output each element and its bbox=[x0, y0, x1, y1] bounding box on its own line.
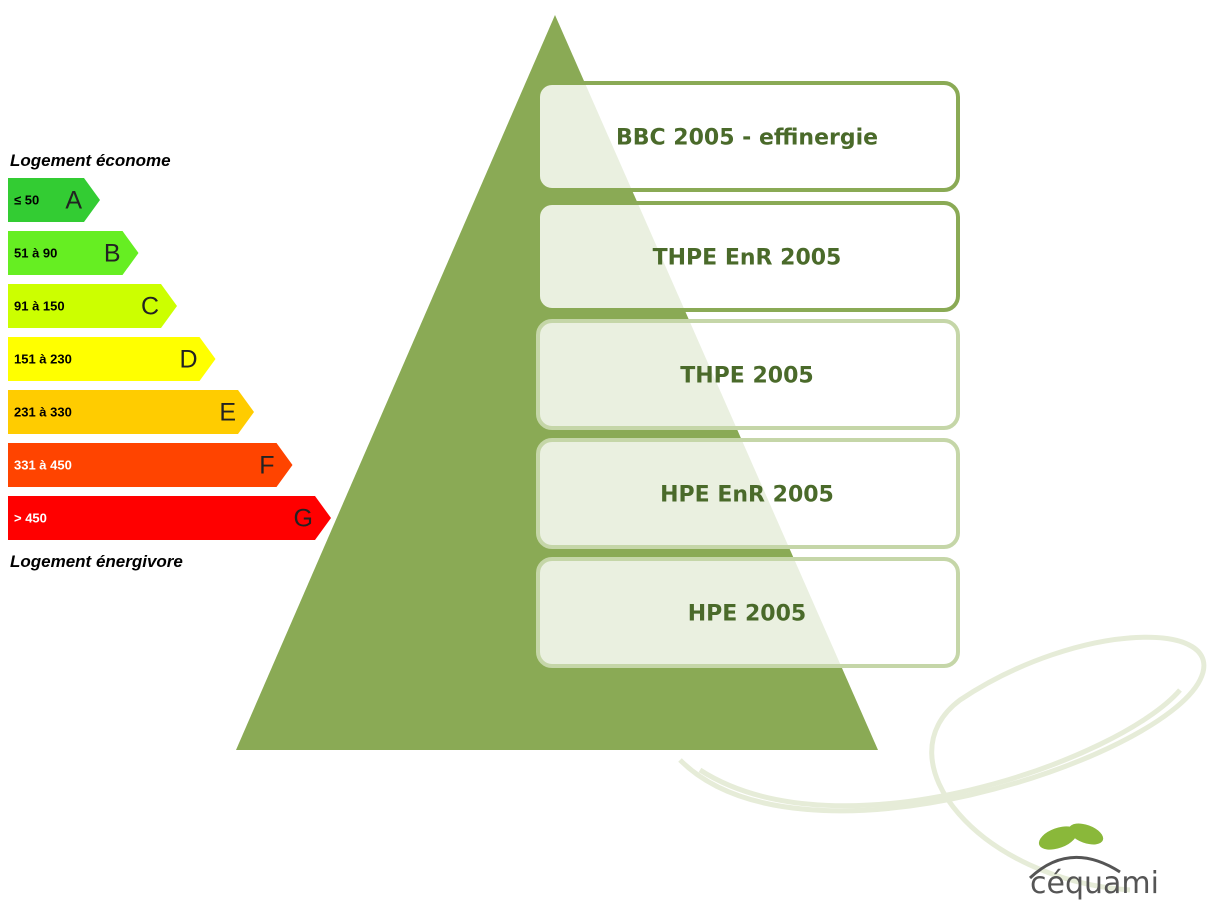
class-range: ≤ 50 bbox=[14, 192, 39, 207]
class-letter: G bbox=[294, 505, 313, 533]
level-label: THPE 2005 bbox=[680, 364, 813, 389]
level-label: BBC 2005 - effinergie bbox=[616, 126, 878, 151]
class-letter: C bbox=[141, 293, 159, 321]
class-letter: D bbox=[179, 346, 197, 374]
level-label: HPE EnR 2005 bbox=[660, 483, 834, 508]
bottom-label: Logement énergivore bbox=[10, 552, 183, 571]
class-range: 231 à 330 bbox=[14, 404, 72, 419]
class-letter: A bbox=[65, 187, 82, 215]
class-letter: E bbox=[219, 399, 236, 427]
top-label: Logement économe bbox=[10, 151, 171, 170]
logo-text: céquami bbox=[1030, 866, 1159, 901]
class-arrow bbox=[8, 496, 331, 540]
level-label: THPE EnR 2005 bbox=[653, 246, 842, 271]
class-range: 51 à 90 bbox=[14, 245, 57, 260]
class-range: 331 à 450 bbox=[14, 457, 72, 472]
class-range: 151 à 230 bbox=[14, 351, 72, 366]
class-letter: B bbox=[104, 240, 121, 268]
class-range: > 450 bbox=[14, 510, 47, 525]
logo: céquami bbox=[1030, 819, 1159, 901]
page: Logement économe Logement énergivore céq… bbox=[0, 0, 1223, 906]
class-letter: F bbox=[259, 452, 274, 480]
class-range: 91 à 150 bbox=[14, 298, 65, 313]
level-label: HPE 2005 bbox=[688, 602, 806, 627]
